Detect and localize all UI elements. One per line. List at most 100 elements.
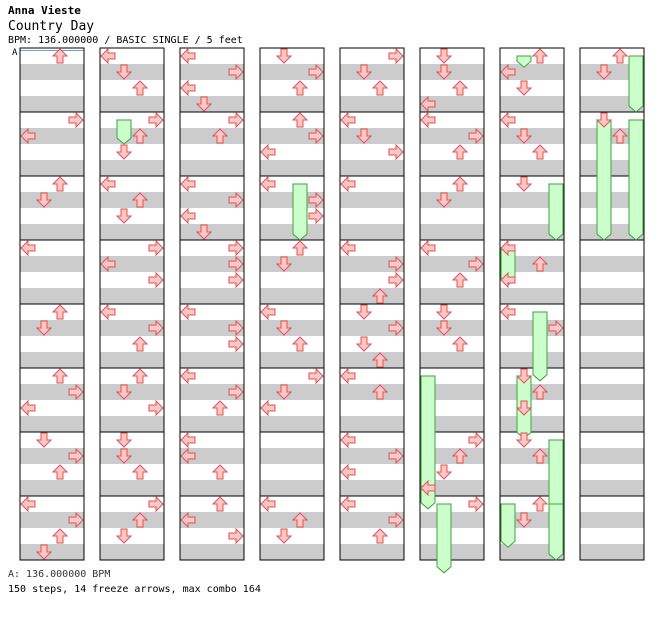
stripe-band <box>20 448 84 464</box>
step-arrow-up <box>451 176 469 192</box>
step-arrow-down <box>515 176 533 192</box>
stripe-band <box>100 160 164 176</box>
step-arrow-down <box>115 528 133 544</box>
step-arrow-left <box>180 303 196 321</box>
step-arrow-up <box>211 128 229 144</box>
stripe-band <box>340 96 404 112</box>
stripe-band <box>420 320 484 336</box>
step-arrow-left <box>180 447 196 465</box>
step-arrow-left <box>180 511 196 529</box>
freeze-arrow <box>500 503 516 548</box>
step-arrow-left <box>20 239 36 257</box>
stripe-band <box>420 352 484 368</box>
step-arrow-right <box>68 447 84 465</box>
step-arrow-left <box>180 431 196 449</box>
stripe-band <box>20 96 84 112</box>
freeze-arrow <box>292 183 308 241</box>
stripe-band <box>580 544 644 560</box>
step-arrow-up <box>371 352 389 368</box>
step-arrow-down <box>115 448 133 464</box>
step-arrow-left <box>340 495 356 513</box>
step-arrow-left <box>340 175 356 193</box>
stripe-band <box>580 256 644 272</box>
step-arrow-right <box>388 47 404 65</box>
step-arrow-right <box>308 207 324 225</box>
stripe-band <box>580 288 644 304</box>
step-arrow-down <box>275 528 293 544</box>
step-arrow-right <box>388 143 404 161</box>
step-arrow-up <box>131 192 149 208</box>
step-arrow-right <box>148 399 164 417</box>
step-arrow-right <box>308 63 324 81</box>
step-arrow-left <box>260 399 276 417</box>
stripe-band <box>500 192 564 208</box>
step-arrow-up <box>291 512 309 528</box>
step-arrow-up <box>451 272 469 288</box>
stripe-band <box>20 128 84 144</box>
stripe-band <box>20 320 84 336</box>
stripe-band <box>580 448 644 464</box>
stripe-band <box>500 448 564 464</box>
column-frame <box>99 47 165 561</box>
step-arrow-right <box>548 319 564 337</box>
stripe-band <box>340 544 404 560</box>
step-arrow-down <box>35 192 53 208</box>
stripe-band <box>180 480 244 496</box>
stripe-band <box>180 512 244 528</box>
step-arrow-up <box>611 48 629 64</box>
step-arrow-left <box>180 79 196 97</box>
freeze-arrow <box>596 119 612 241</box>
step-stats: 150 steps, 14 freeze arrows, max combo 1… <box>8 584 261 595</box>
step-arrow-right <box>468 255 484 273</box>
stripe-band <box>20 160 84 176</box>
step-arrow-down <box>275 48 293 64</box>
stripe-band <box>100 128 164 144</box>
step-arrow-down <box>355 128 373 144</box>
stripe-band <box>580 96 644 112</box>
stripe-band <box>420 480 484 496</box>
step-arrow-left <box>180 175 196 193</box>
stripe-band <box>20 256 84 272</box>
step-arrow-left <box>500 271 516 289</box>
step-arrow-up <box>51 528 69 544</box>
stripe-band <box>340 384 404 400</box>
step-arrow-left <box>180 47 196 65</box>
step-arrow-right <box>468 127 484 145</box>
step-arrow-down <box>355 304 373 320</box>
step-arrow-down <box>355 336 373 352</box>
step-arrow-left <box>340 431 356 449</box>
step-arrow-up <box>531 448 549 464</box>
chart-meta: BPM: 136.000000 / BASIC SINGLE / 5 feet <box>8 35 243 46</box>
step-arrow-right <box>228 527 244 545</box>
stripe-band <box>340 192 404 208</box>
step-arrow-left <box>260 303 276 321</box>
stripe-band <box>420 544 484 560</box>
stripe-band <box>100 352 164 368</box>
column-frame <box>259 47 325 561</box>
step-arrow-right <box>148 495 164 513</box>
step-arrow-right <box>388 319 404 337</box>
step-arrow-up <box>211 496 229 512</box>
stripe-band <box>180 96 244 112</box>
artist-name: Anna Vieste <box>8 4 81 17</box>
stripe-band <box>260 384 324 400</box>
stripe-band <box>420 288 484 304</box>
stripe-band <box>260 448 324 464</box>
stripe-band <box>340 128 404 144</box>
step-arrow-right <box>228 111 244 129</box>
step-arrow-down <box>355 64 373 80</box>
step-arrow-up <box>211 400 229 416</box>
step-arrow-up <box>51 176 69 192</box>
stripe-band <box>500 96 564 112</box>
column-frame <box>419 47 485 561</box>
step-arrow-left <box>340 463 356 481</box>
stripe-band <box>100 224 164 240</box>
stripe-band <box>180 64 244 80</box>
step-arrow-right <box>68 511 84 529</box>
stripe-band <box>260 288 324 304</box>
step-arrow-down <box>275 256 293 272</box>
step-arrow-down <box>515 432 533 448</box>
stripe-band <box>420 384 484 400</box>
step-arrow-left <box>260 495 276 513</box>
stripe-band <box>180 544 244 560</box>
